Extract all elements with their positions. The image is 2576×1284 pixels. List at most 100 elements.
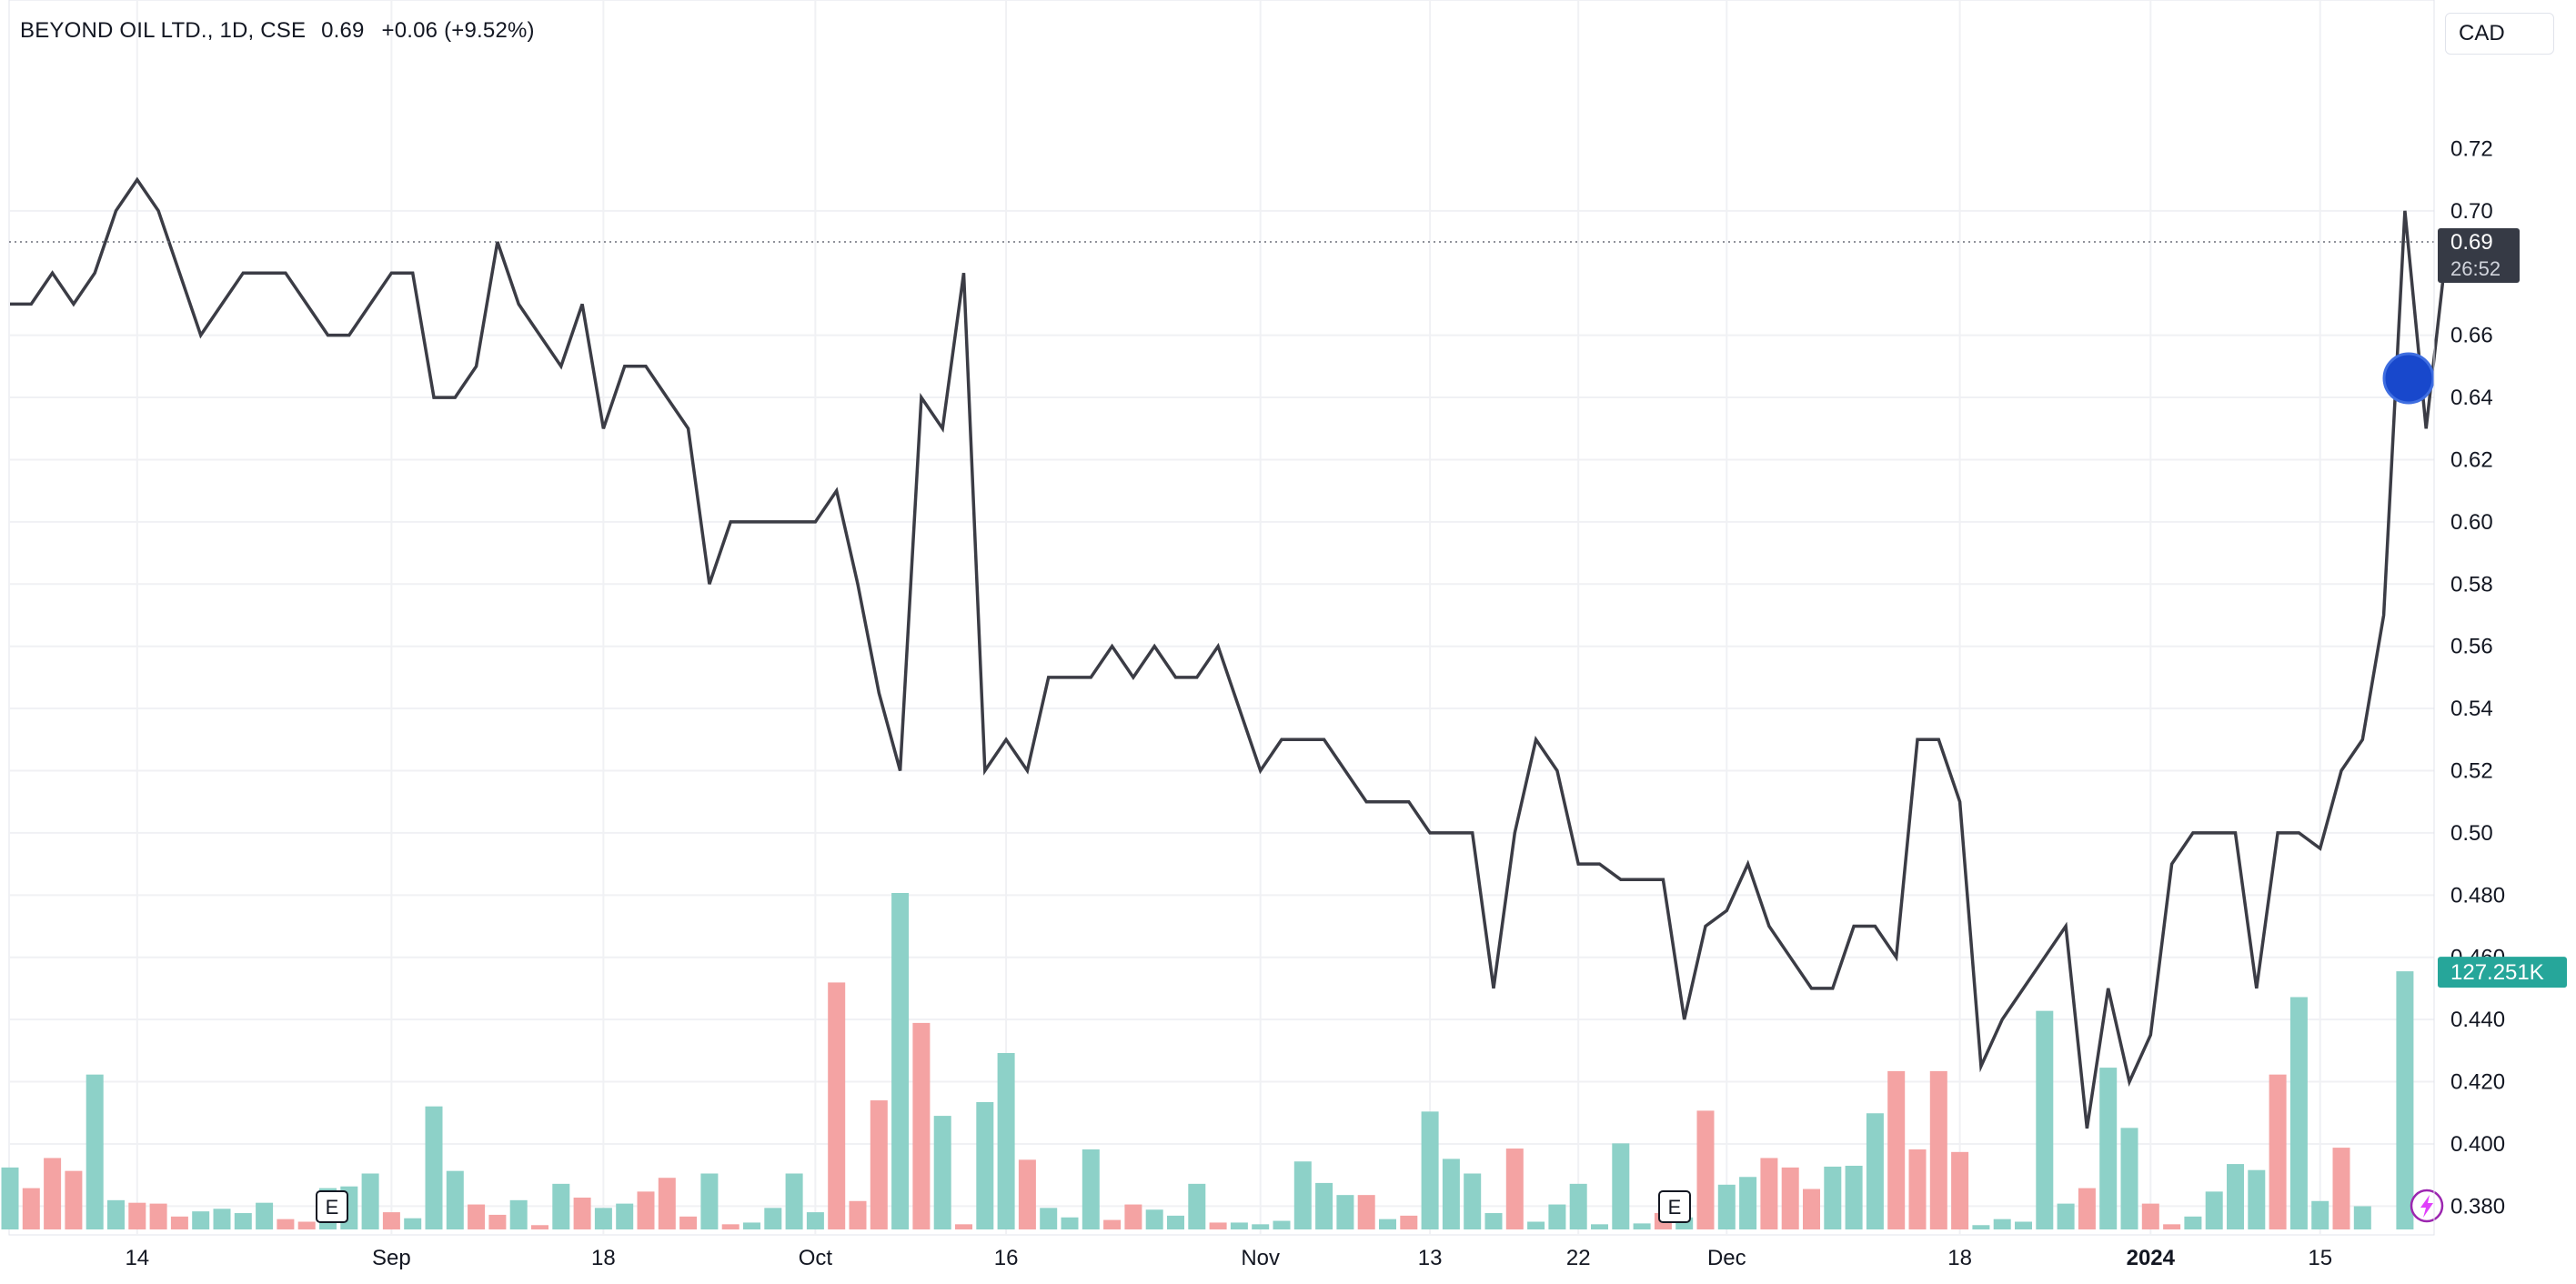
volume-bar (1887, 1070, 1906, 1229)
last-price: 0.69 (321, 18, 365, 43)
y-tick-label: 0.62 (2450, 447, 2493, 472)
volume-bar (297, 1221, 316, 1229)
volume-bar (721, 1224, 740, 1229)
volume-bar (637, 1191, 655, 1229)
volume-bar (1484, 1213, 1503, 1229)
volume-bar (1951, 1151, 1969, 1229)
y-tick-label: 0.480 (2450, 883, 2505, 908)
volume-bar (2353, 1206, 2371, 1229)
volume-bar (743, 1222, 760, 1229)
volume-bar (2163, 1224, 2181, 1229)
volume-series (1, 893, 2414, 1229)
volume-bar (1230, 1222, 1248, 1229)
volume-bar (700, 1173, 719, 1229)
x-tick-label: 18 (591, 1246, 616, 1270)
plot-border (8, 0, 2435, 1236)
volume-bar (764, 1208, 782, 1229)
volume-bar (616, 1203, 634, 1229)
volume-bar (1124, 1204, 1142, 1229)
volume-bar (2289, 997, 2308, 1229)
volume-bar (86, 1074, 104, 1229)
x-tick-label: 2024 (2127, 1246, 2176, 1270)
volume-bar (2332, 1148, 2350, 1229)
x-tick-label: Nov (1241, 1246, 1280, 1270)
x-tick-label: Dec (1707, 1246, 1746, 1270)
x-tick-label: 14 (125, 1246, 149, 1270)
volume-tag-value: 127.251K (2450, 960, 2544, 985)
volume-bar (1293, 1161, 1312, 1229)
volume-bar (679, 1216, 698, 1229)
volume-bar (446, 1170, 464, 1229)
volume-bar (1505, 1149, 1524, 1229)
volume-bar (976, 1101, 994, 1229)
y-tick-label: 0.380 (2450, 1194, 2505, 1219)
x-tick-label: Sep (372, 1246, 411, 1270)
volume-bar (2205, 1191, 2223, 1229)
volume-bar (1379, 1219, 1396, 1229)
earnings-marker (1658, 1190, 1691, 1223)
volume-bar (2078, 1188, 2096, 1229)
volume-bar (170, 1216, 188, 1229)
price-series (10, 176, 2452, 1129)
volume-bar (1803, 1189, 1820, 1229)
volume-bar (44, 1158, 62, 1229)
price-tag (2438, 228, 2520, 284)
volume-bar (2184, 1216, 2202, 1229)
y-tick-label: 0.52 (2450, 759, 2493, 784)
symbol-title: BEYOND OIL LTD., 1D, CSE (20, 18, 307, 43)
currency-button[interactable]: CAD (2445, 13, 2554, 55)
volume-bar (1845, 1165, 1863, 1229)
volume-bar (1209, 1222, 1227, 1229)
volume-bar (1252, 1224, 1270, 1229)
volume-bar (573, 1197, 591, 1229)
y-tick-label: 0.54 (2450, 697, 2493, 721)
volume-bar (382, 1212, 400, 1229)
earnings-marker-label: E (1668, 1196, 1682, 1219)
volume-bar (785, 1173, 803, 1229)
volume-bar (1188, 1183, 1206, 1229)
cursor-dot (2382, 352, 2435, 405)
volume-bar (1145, 1209, 1163, 1229)
price-change: +0.06 (+9.52%) (381, 18, 535, 43)
volume-bar (594, 1208, 612, 1229)
volume-bar (2269, 1074, 2287, 1229)
volume-bar (2099, 1068, 2118, 1229)
price-tag-value: 0.69 (2450, 230, 2493, 255)
volume-bar (1315, 1182, 1333, 1229)
volume-bar (2227, 1164, 2244, 1229)
volume-bar (1824, 1166, 1842, 1229)
volume-bar (1103, 1219, 1122, 1229)
volume-bar (933, 1116, 951, 1229)
y-tick-label: 0.58 (2450, 572, 2493, 597)
volume-bar (1739, 1177, 1757, 1229)
x-tick-label: 22 (1566, 1246, 1591, 1270)
volume-bar (849, 1200, 867, 1229)
volume-bar (277, 1219, 295, 1229)
volume-bar (1866, 1113, 1884, 1229)
y-tick-label: 0.440 (2450, 1008, 2505, 1032)
volume-bar (1357, 1195, 1375, 1229)
volume-bar (1061, 1217, 1079, 1229)
volume-bar (1548, 1204, 1566, 1229)
volume-bar (1400, 1215, 1418, 1229)
volume-bar (870, 1100, 888, 1229)
volume-bar (2396, 971, 2414, 1229)
symbol-legend: BEYOND OIL LTD., 1D, CSE 0.69 +0.06 (+9.… (20, 18, 535, 44)
volume-bar (213, 1209, 231, 1229)
volume-bar (828, 982, 846, 1229)
volume-bar (1336, 1195, 1354, 1229)
x-tick-label: Oct (799, 1246, 833, 1270)
volume-bar (2057, 1203, 2075, 1229)
x-tick-label: 13 (1418, 1246, 1443, 1270)
volume-bar (361, 1173, 379, 1229)
volume-bar (1633, 1223, 1651, 1229)
volume-bar (1018, 1159, 1036, 1229)
volume-bar (1760, 1158, 1778, 1229)
volume-bar (806, 1212, 824, 1229)
volume-bar (256, 1202, 274, 1229)
y-tick-label: 0.70 (2450, 199, 2493, 224)
volume-tag (2438, 957, 2567, 988)
